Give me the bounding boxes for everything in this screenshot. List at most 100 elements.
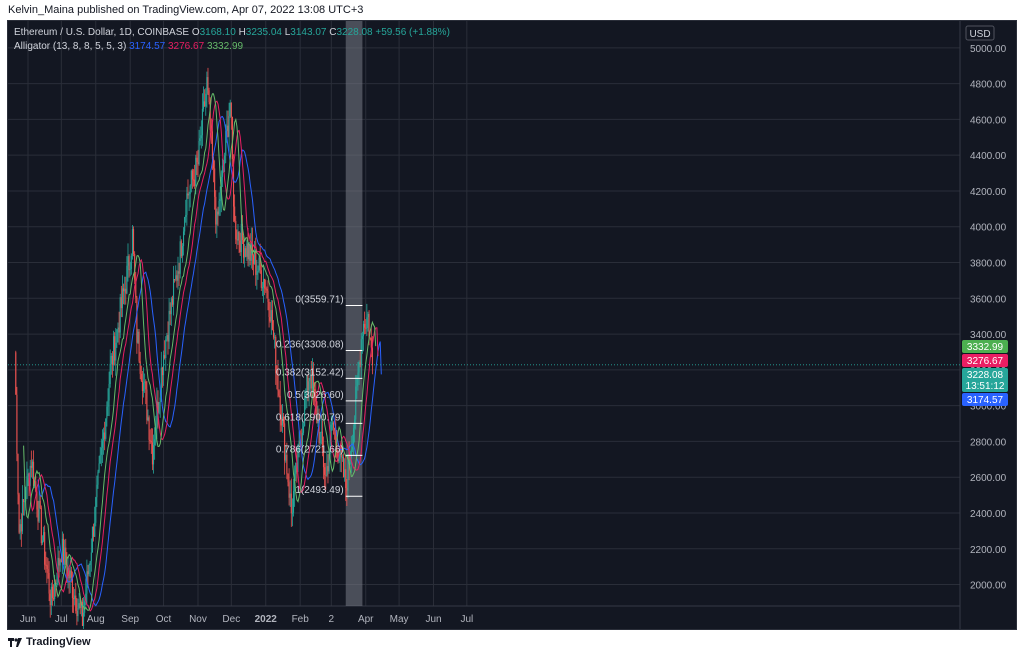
jaw-value: 3174.57	[129, 41, 166, 52]
candle-body	[254, 251, 256, 264]
open-label: O	[191, 27, 200, 38]
high-label: H	[238, 27, 246, 38]
x-axis-label: Aug	[87, 614, 105, 625]
y-tick-label: 4000.00	[970, 223, 1007, 234]
symbol-name[interactable]: Ethereum / U.S. Dollar, 1D, COINBASE	[14, 27, 190, 38]
candle-body	[196, 157, 198, 163]
candle-body	[332, 422, 335, 428]
low-value: 3143.07	[290, 27, 327, 38]
candle-body	[92, 526, 95, 537]
candle-body	[147, 417, 149, 421]
candle-body	[94, 522, 96, 537]
candle-body	[266, 288, 268, 291]
candle-body	[70, 570, 72, 578]
price-axis-label-text: 3174.57	[967, 395, 1004, 406]
alligator-lips-line	[23, 93, 377, 611]
candle-body	[362, 323, 365, 337]
candle-body	[321, 431, 323, 451]
candle-body	[215, 196, 217, 225]
candle-body	[194, 179, 196, 187]
candle-body	[188, 194, 190, 196]
candle-body	[89, 561, 91, 566]
candle-body	[45, 564, 47, 566]
candle-body	[268, 301, 270, 318]
candle-body	[96, 484, 98, 498]
candle-body	[180, 241, 182, 257]
candle-body	[85, 593, 87, 602]
candle-body	[265, 288, 267, 290]
candle-body	[259, 257, 261, 271]
candle-body	[242, 240, 245, 258]
fib-zone[interactable]	[345, 21, 363, 606]
y-tick-label: 3400.00	[970, 330, 1007, 341]
price-axis-label-text: 3332.99	[967, 342, 1004, 353]
indicator-legend: Alligator (13, 8, 8, 5, 5, 3) 3174.57 32…	[14, 41, 243, 52]
price-axis-label[interactable]	[962, 393, 1008, 407]
candle-body	[272, 329, 275, 338]
candle-body	[320, 431, 322, 433]
candle-body	[139, 361, 141, 374]
candle-body	[230, 102, 232, 118]
publisher-line: Kelvin_Maina published on TradingView.co…	[8, 4, 364, 16]
candle-body	[79, 603, 81, 609]
candle-body	[189, 185, 191, 195]
candle-body	[59, 559, 61, 566]
candle-body	[250, 243, 252, 261]
candle-body	[201, 108, 203, 136]
price-axis-label[interactable]	[962, 354, 1008, 368]
fib-level-label: 0.5(3026.60)	[287, 390, 344, 401]
candle-body	[202, 101, 205, 109]
countdown-text: 13:51:12	[966, 381, 1005, 392]
currency-badge[interactable]	[965, 25, 995, 41]
candle-body	[297, 444, 299, 473]
candle-body	[131, 229, 133, 256]
candle-body	[354, 419, 356, 429]
tradingview-logo[interactable]: TradingView	[8, 636, 91, 648]
candle-body	[184, 216, 186, 232]
candle-body	[119, 297, 121, 333]
candle-body	[227, 125, 229, 137]
y-tick-label: 3800.00	[970, 259, 1007, 270]
candle-body	[307, 375, 309, 391]
candle-body	[126, 265, 128, 294]
candle-body	[41, 540, 43, 544]
candle-body	[157, 401, 159, 413]
teeth-value: 3276.67	[168, 41, 205, 52]
price-axis-label[interactable]	[962, 340, 1008, 354]
candle-body	[331, 422, 333, 425]
candle-body	[305, 393, 307, 399]
candle-body	[158, 402, 160, 413]
candle-body	[146, 389, 148, 421]
candle-body	[218, 200, 220, 215]
candle-body	[109, 363, 111, 385]
price-axis-label[interactable]	[962, 368, 1008, 393]
low-label: L	[284, 27, 291, 38]
brand-name: TradingView	[26, 636, 91, 648]
x-axis-label: Apr	[358, 614, 374, 625]
candle-body	[82, 612, 85, 626]
candle-body	[144, 381, 146, 383]
candle-body	[161, 367, 163, 376]
price-axis-label-text: 3228.08	[967, 370, 1004, 381]
candle-body	[132, 229, 135, 254]
high-value: 3235.04	[245, 27, 282, 38]
candle-body	[18, 494, 20, 533]
candle-body	[125, 288, 127, 294]
indicator-name[interactable]: Alligator (13, 8, 8, 5, 5, 3)	[14, 41, 127, 52]
candle-body	[122, 288, 125, 292]
candle-body	[148, 417, 150, 440]
price-chart[interactable]: 5000.00 4800.00 4600.00 4400.00 4200.00 4000.…	[8, 21, 1016, 629]
candle-body	[101, 440, 103, 448]
candle-body	[71, 577, 73, 599]
candle-body	[306, 375, 308, 394]
candle-body	[336, 442, 338, 458]
candle-body	[57, 557, 59, 584]
candle-body	[53, 598, 55, 600]
candle-body	[167, 335, 169, 342]
candle-body	[255, 251, 257, 275]
x-axis-label: Jun	[425, 614, 441, 625]
candle-body	[290, 493, 292, 514]
close-label: C	[329, 27, 337, 38]
chart-panel[interactable]: 5000.00 4800.00 4600.00 4400.00 4200.00 4000.…	[7, 20, 1017, 630]
candle-body	[21, 499, 23, 532]
